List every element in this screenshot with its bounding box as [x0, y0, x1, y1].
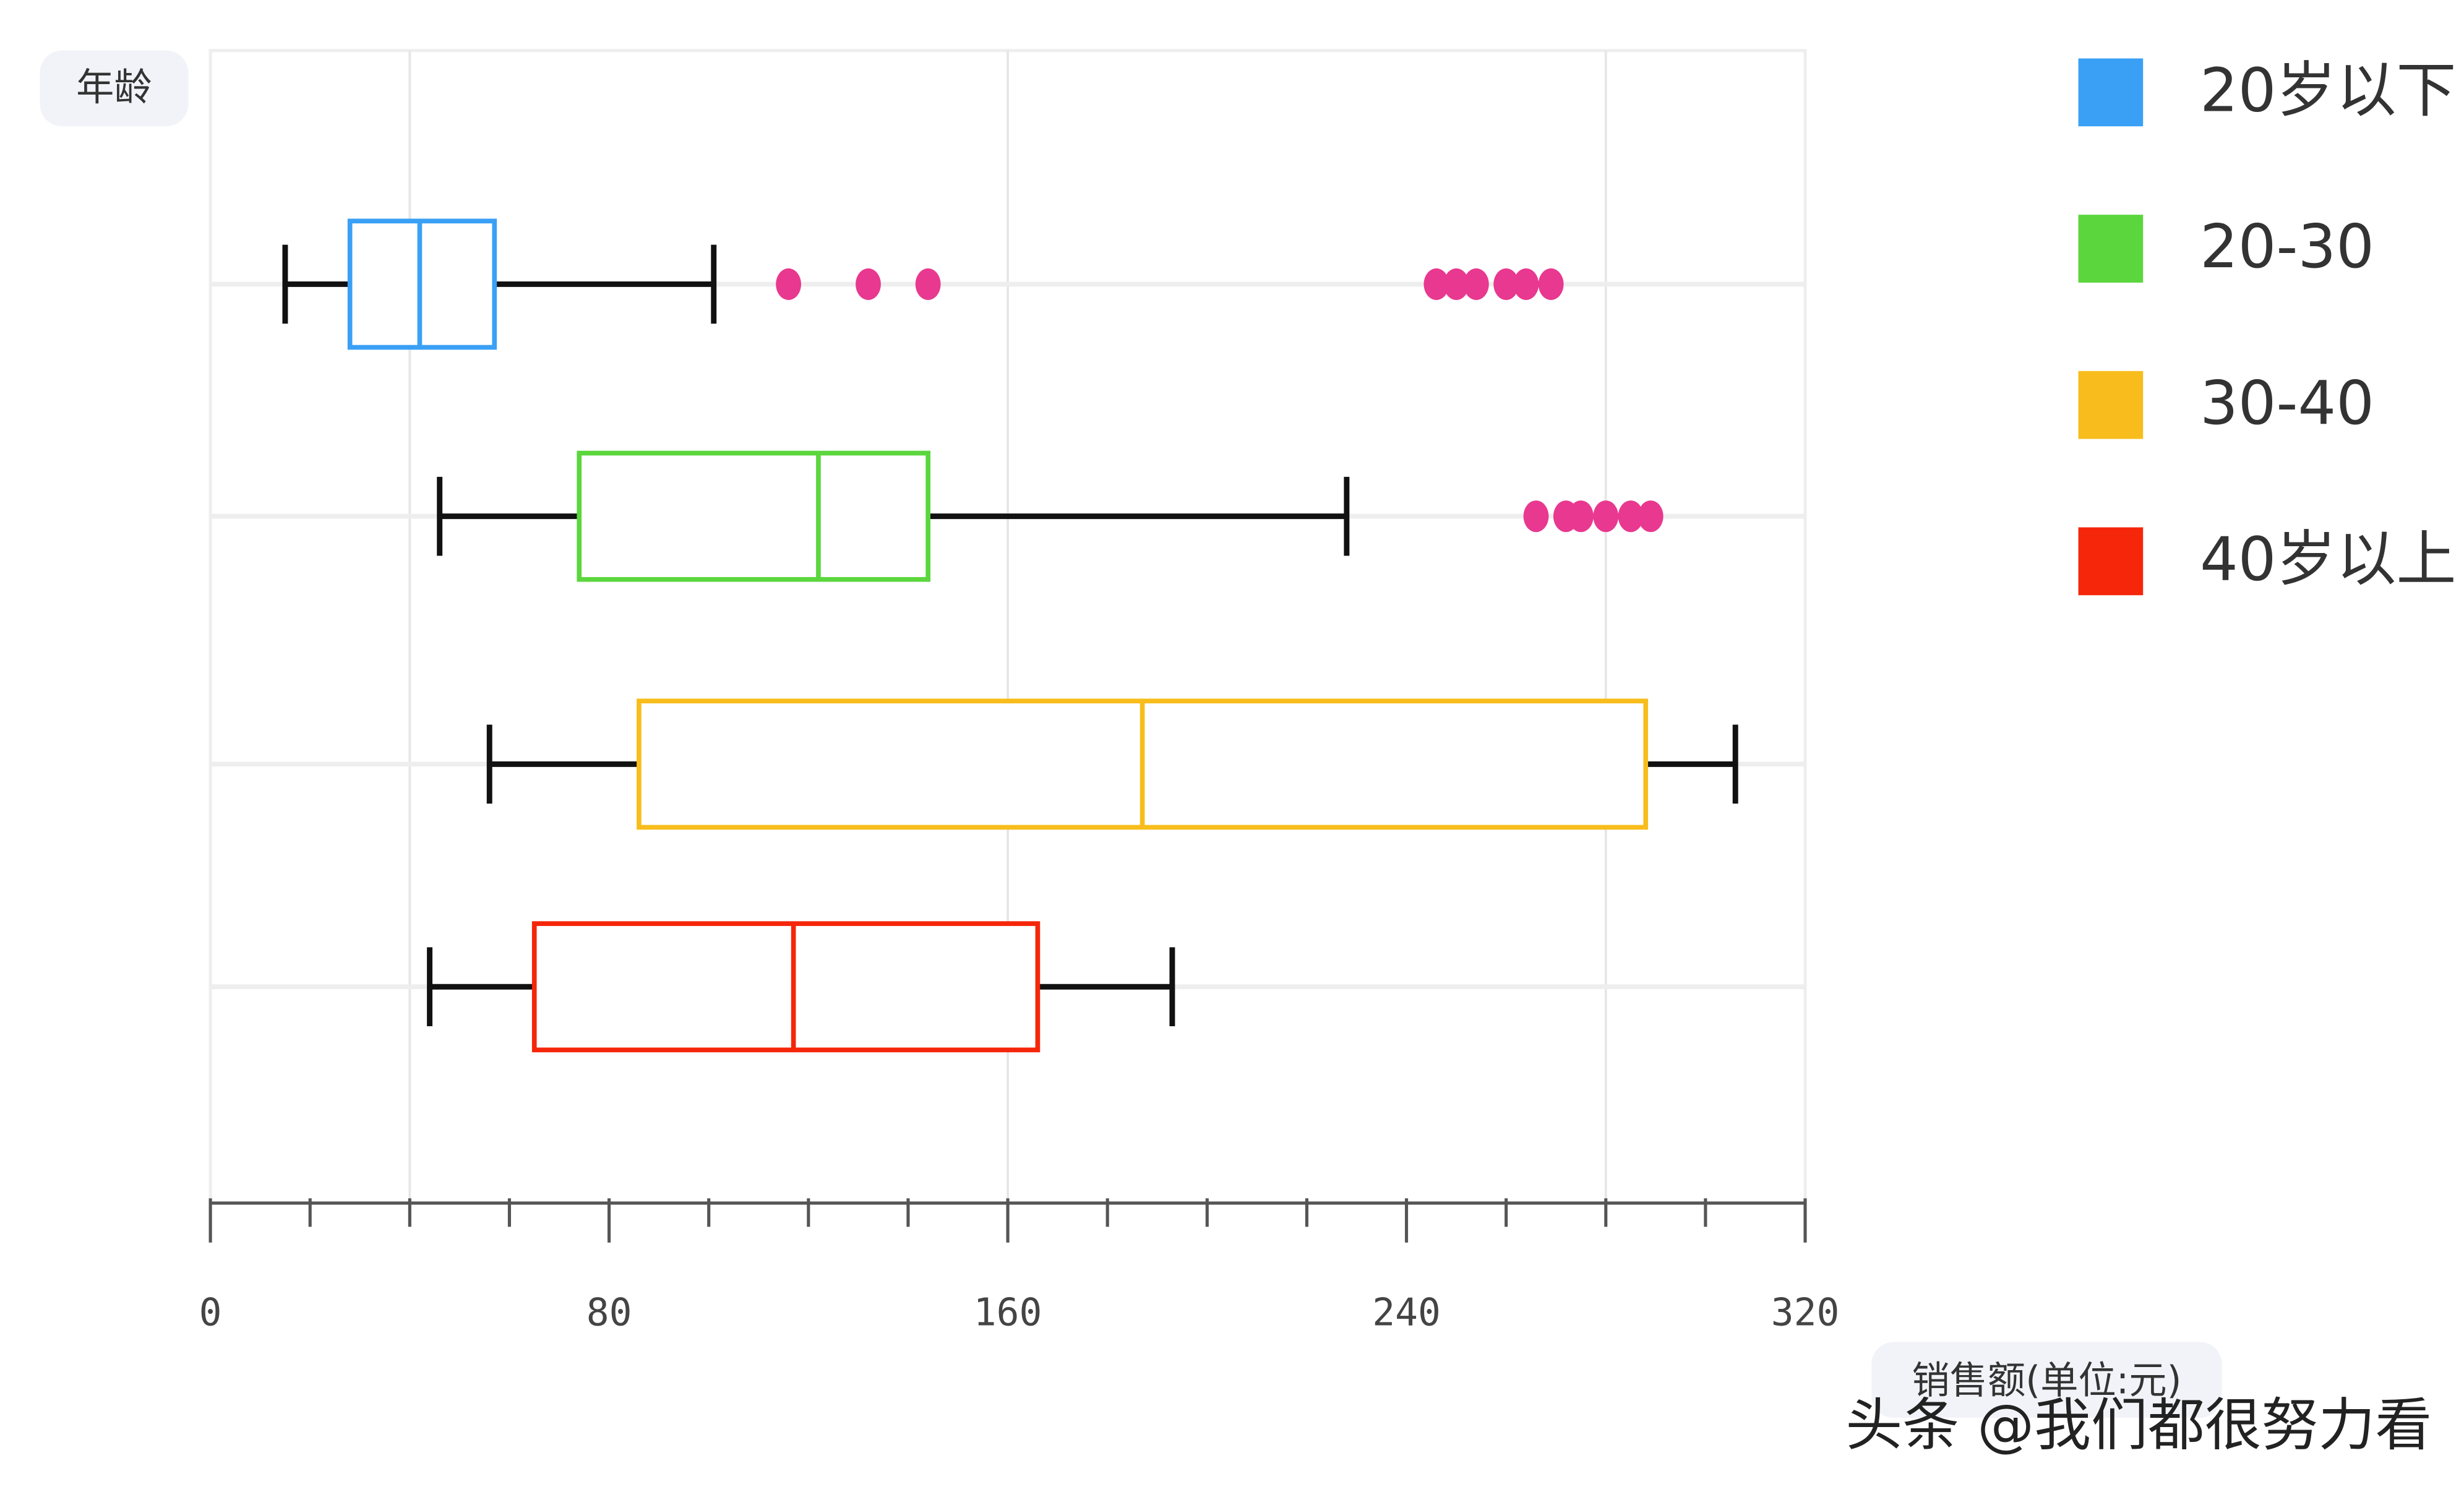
- outlier: [856, 268, 881, 300]
- outlier: [1638, 500, 1663, 533]
- outlier: [776, 268, 802, 300]
- legend-swatch: [2078, 215, 2144, 283]
- y-label-pill: [40, 50, 189, 127]
- x-tick-label: 320: [1771, 1291, 1840, 1335]
- outlier: [915, 268, 941, 300]
- box: [347, 218, 497, 350]
- x-axis-label: 销售额(单位:元): [1912, 1358, 2182, 1402]
- outlier: [1443, 268, 1469, 300]
- box: [577, 450, 930, 582]
- legend-label: 20-30: [2200, 212, 2374, 281]
- legend-swatch: [2078, 371, 2144, 439]
- outlier: [1523, 500, 1549, 533]
- y-axis-label: 年龄: [76, 66, 152, 109]
- box: [531, 921, 1041, 1053]
- legend-label: 40岁以上: [2200, 525, 2456, 594]
- outlier: [1513, 268, 1539, 300]
- outlier: [1593, 500, 1619, 533]
- outlier: [1463, 268, 1489, 300]
- outlier: [1493, 268, 1519, 300]
- outlier: [1618, 500, 1644, 533]
- watermark: 头条 @我们都很努力看: [1845, 1392, 2432, 1458]
- legend-swatch: [2078, 527, 2144, 596]
- x-tick-label: 80: [586, 1291, 632, 1335]
- outlier: [1538, 268, 1564, 300]
- legend-label: 20岁以下: [2200, 56, 2456, 126]
- legend-swatch: [2078, 58, 2144, 127]
- legend-label: 30-40: [2200, 368, 2374, 438]
- x-tick-label: 160: [974, 1291, 1042, 1335]
- outlier: [1423, 268, 1449, 300]
- x-label-pill: [1871, 1342, 2222, 1418]
- x-tick-label: 240: [1372, 1291, 1441, 1335]
- outlier: [1568, 500, 1594, 533]
- x-tick-label: 0: [199, 1291, 222, 1335]
